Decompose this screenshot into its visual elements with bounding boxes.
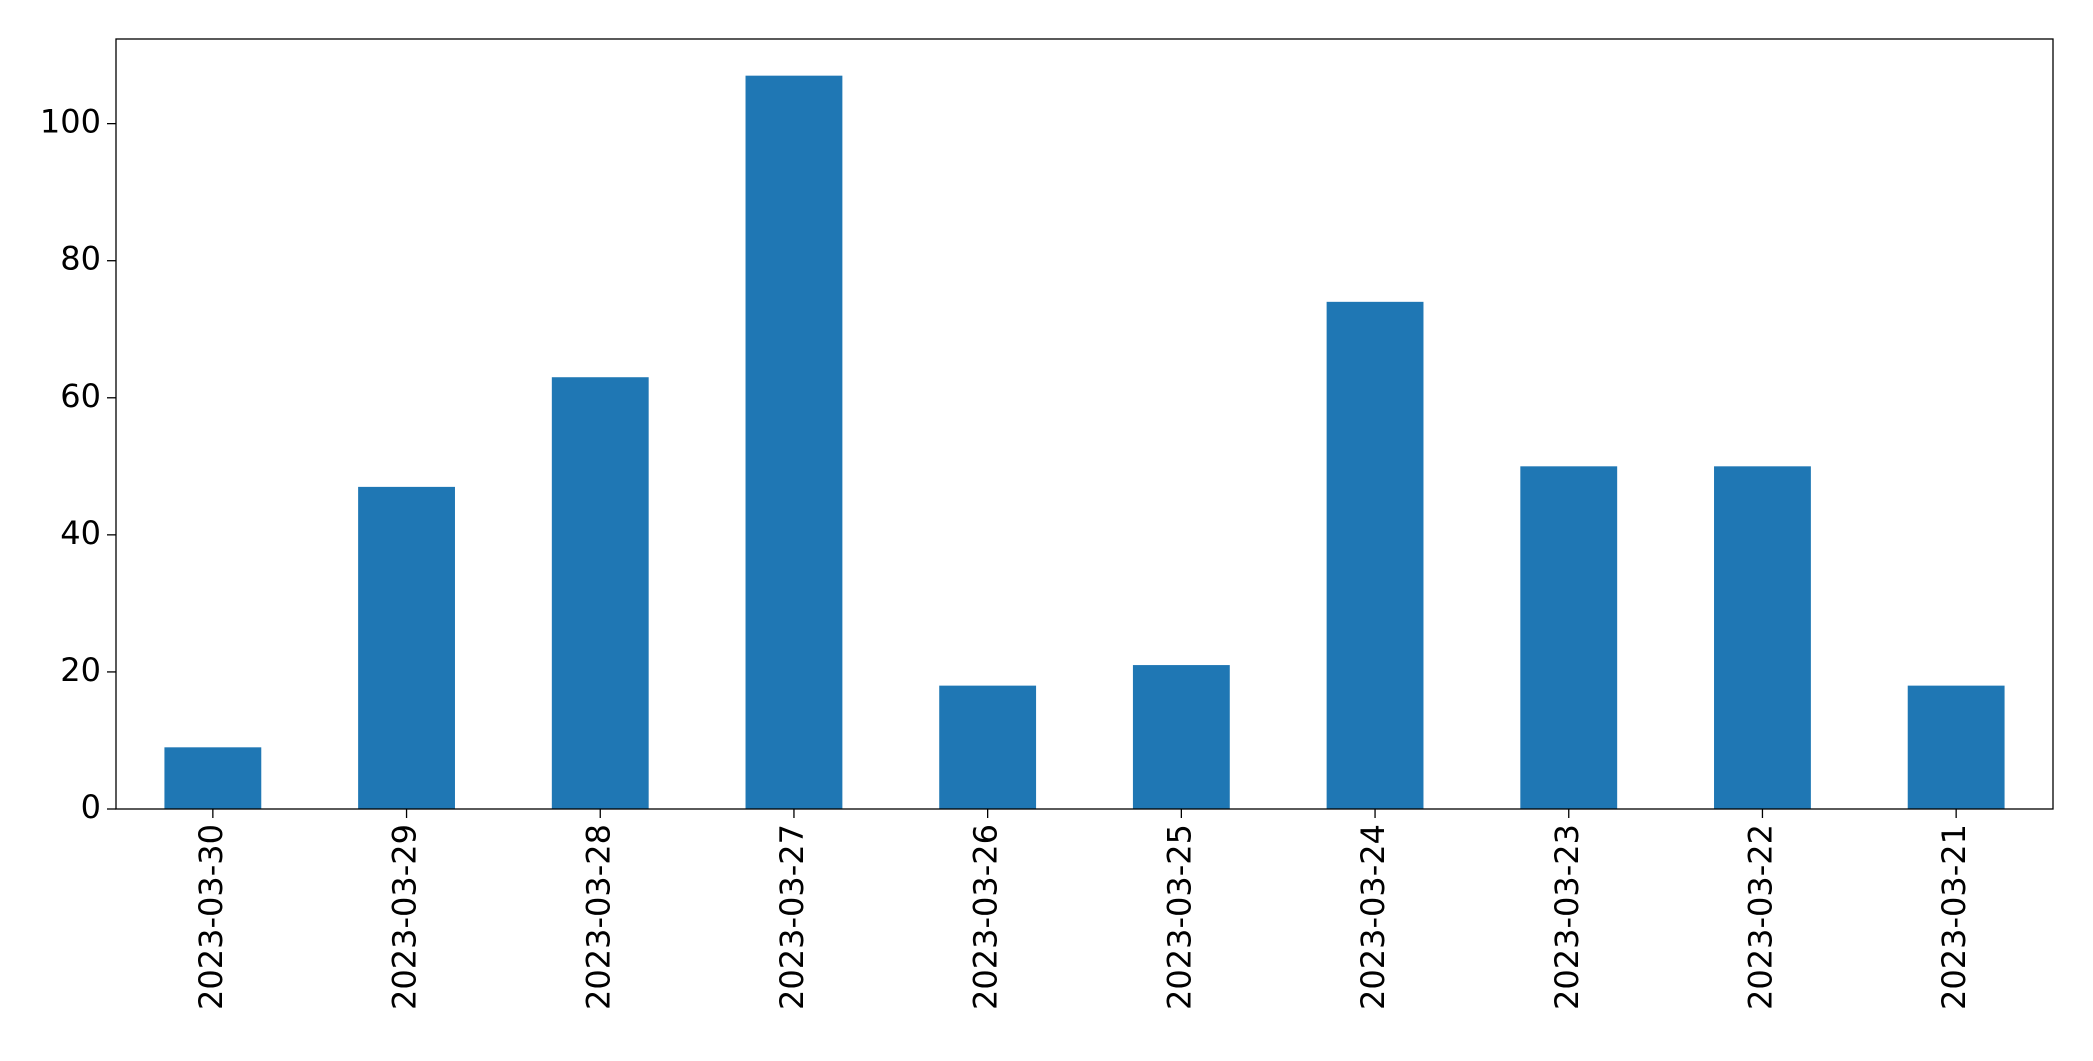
bar xyxy=(551,377,649,809)
y-tick-label: 60 xyxy=(60,377,101,415)
x-tick-label: 2023-03-28 xyxy=(579,824,617,1010)
x-tick-label: 2023-03-30 xyxy=(192,824,230,1010)
x-tick-label: 2023-03-27 xyxy=(773,824,811,1010)
bar xyxy=(358,486,455,809)
y-tick-label: 100 xyxy=(40,103,101,141)
bar xyxy=(1520,466,1618,809)
bar xyxy=(1132,665,1230,809)
y-tick-label: 0 xyxy=(81,788,101,826)
x-tick-label: 2023-03-23 xyxy=(1548,824,1586,1010)
plot-frame xyxy=(115,38,2054,810)
x-tick-label: 2023-03-22 xyxy=(1741,824,1779,1010)
bar xyxy=(1907,685,2005,809)
bar xyxy=(1714,466,1811,809)
y-tick-label: 40 xyxy=(60,514,101,552)
y-tick-label: 80 xyxy=(60,240,101,278)
x-tick-label: 2023-03-26 xyxy=(967,824,1005,1010)
bar xyxy=(745,75,843,809)
x-tick-label: 2023-03-21 xyxy=(1935,824,1973,1010)
x-tick-label: 2023-03-29 xyxy=(386,824,424,1010)
bar xyxy=(939,685,1037,809)
x-tick-label: 2023-03-25 xyxy=(1160,824,1198,1010)
bar xyxy=(1326,301,1424,809)
x-tick-label: 2023-03-24 xyxy=(1354,824,1392,1010)
y-tick-label: 20 xyxy=(60,651,101,689)
bar xyxy=(164,747,262,809)
